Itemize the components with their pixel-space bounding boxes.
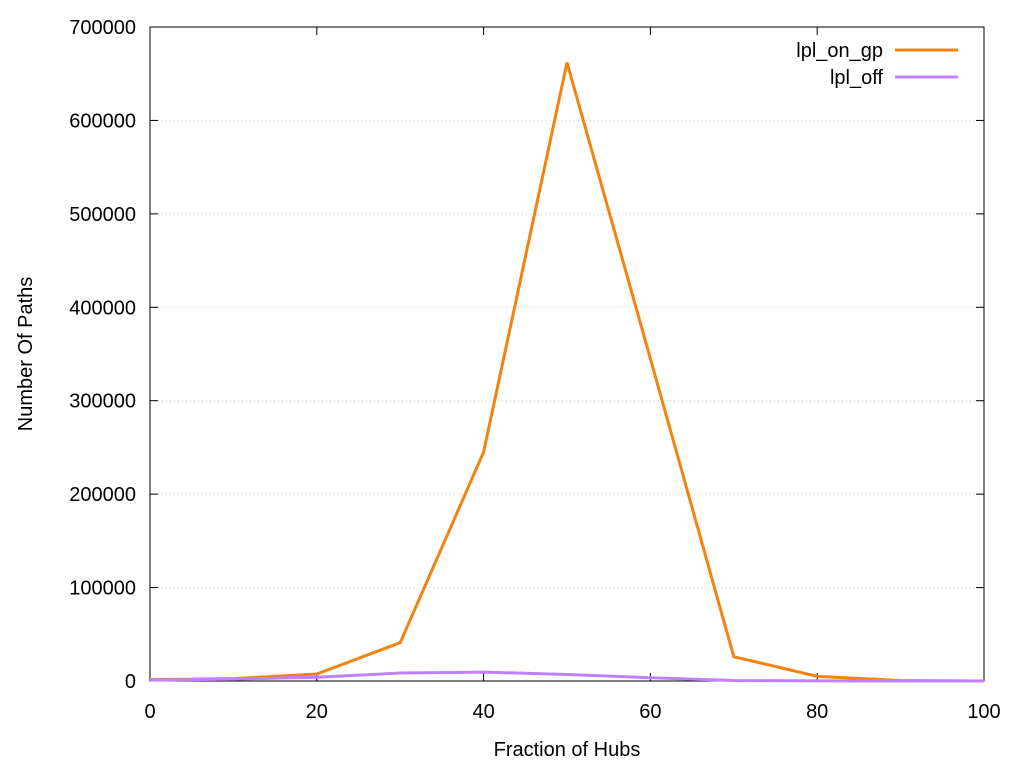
x-tick-label: 100 [967, 701, 1000, 723]
y-tick-label: 500000 [69, 204, 136, 226]
x-tick-label: 80 [806, 701, 828, 723]
y-tick-label: 0 [125, 671, 136, 693]
legend-label: lpl_on_gp [796, 40, 883, 62]
x-tick-label: 40 [472, 701, 494, 723]
y-tick-label: 600000 [69, 110, 136, 132]
series-line-lpl-off [149, 670, 984, 683]
y-tick-label: 200000 [69, 484, 136, 506]
x-axis-title: Fraction of Hubs [494, 739, 641, 761]
x-tick-label: 0 [144, 701, 155, 723]
y-axis-title: Number Of Paths [15, 277, 37, 432]
series-lines [149, 62, 985, 683]
legend: lpl_on_gp lpl_off [796, 40, 958, 89]
y-tick-label: 700000 [69, 17, 136, 39]
y-tick-label: 400000 [69, 297, 136, 319]
grid [150, 119, 984, 589]
y-tick-label: 100000 [69, 578, 136, 600]
y-tick-label: 300000 [69, 391, 136, 413]
x-tick-label: 20 [306, 701, 328, 723]
axis-ticks: 0 100000 200000 300000 400000 500000 600000 700… [69, 17, 1000, 723]
plot-frame [149, 26, 985, 682]
x-tick-label: 60 [639, 701, 661, 723]
series-line-lpl-on-gp [149, 62, 985, 683]
legend-label: lpl_off [830, 67, 883, 89]
